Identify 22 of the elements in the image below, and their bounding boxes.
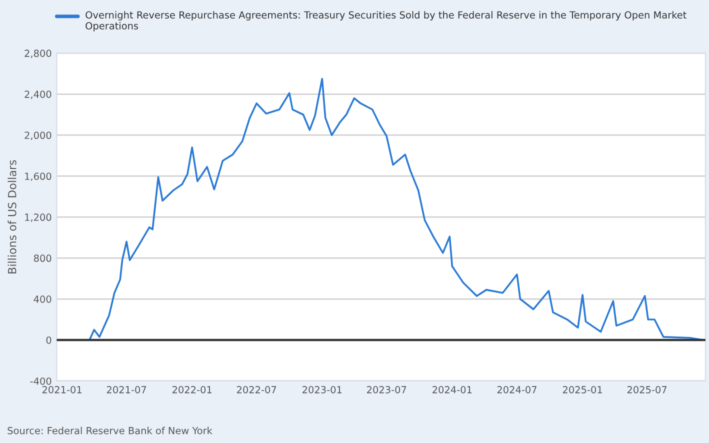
y-tick-label: 2,800 xyxy=(24,50,52,58)
y-tick-label: 1,600 xyxy=(25,172,52,181)
x-tick-label: 2021-07 xyxy=(106,386,146,394)
source-note: Source: Federal Reserve Bank of New York xyxy=(8,426,212,434)
y-tick-label: 2,400 xyxy=(24,90,52,99)
x-tick-label: 2024-07 xyxy=(497,386,536,394)
y-tick-label: 0 xyxy=(46,336,52,344)
y-tick-label: 1,200 xyxy=(25,214,52,222)
y-tick-label: 2,000 xyxy=(24,132,52,140)
x-tick-label: 2022-01 xyxy=(172,386,212,394)
y-tick-label: 400 xyxy=(34,296,52,303)
x-tick-label: 2023-01 xyxy=(302,386,342,394)
x-tick-label: 2025-01 xyxy=(562,386,602,394)
x-tick-label: 2022-07 xyxy=(236,386,276,394)
x-tick-label: 2024-01 xyxy=(432,386,472,394)
y-tick-label: -400 xyxy=(30,377,52,385)
y-axis-title: Billions of US Dollars xyxy=(8,160,16,274)
y-tick-label: 800 xyxy=(34,254,52,262)
x-tick-label: 2023-07 xyxy=(367,386,406,394)
x-tick-label: 2021-01 xyxy=(42,386,82,394)
legend-label: Overnight Reverse Repurchase Agreements: Treasury Securities Sold by the Federal Reserve in the Temporary Open Market Operations xyxy=(86,11,686,32)
x-tick-label: 2025-07 xyxy=(627,386,667,394)
